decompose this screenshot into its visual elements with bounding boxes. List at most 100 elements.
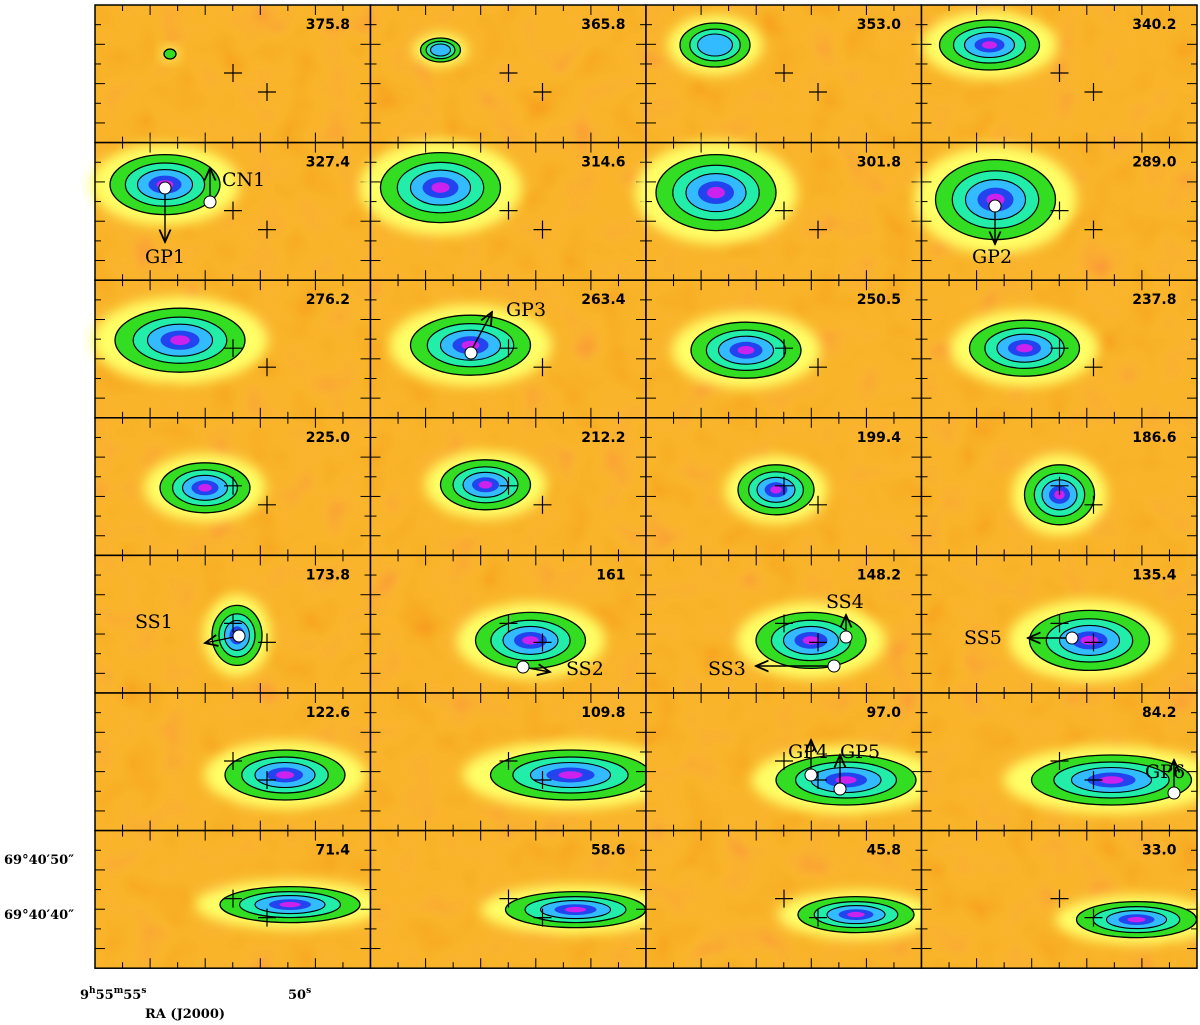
velocity-label: 135.4 bbox=[1132, 567, 1177, 583]
velocity-label: 263.4 bbox=[581, 292, 626, 308]
velocity-label: 84.2 bbox=[1142, 705, 1177, 721]
annotation-label: GP5 bbox=[840, 741, 880, 763]
annotation-label: GP2 bbox=[972, 246, 1012, 268]
channel-panel: 314.6 bbox=[359, 140, 647, 281]
velocity-label: 327.4 bbox=[306, 155, 351, 171]
velocity-label: 301.8 bbox=[857, 155, 901, 171]
velocity-label: 33.0 bbox=[1142, 843, 1177, 859]
x-tick-part: h bbox=[89, 986, 96, 996]
annotation-label: SS5 bbox=[964, 627, 1002, 649]
x-tick-label: 9h55m55s bbox=[80, 986, 146, 1003]
annotation-arrow bbox=[470, 312, 492, 352]
channel-panel: 327.4 bbox=[90, 141, 372, 281]
emission-contour bbox=[696, 33, 734, 57]
source-position bbox=[464, 346, 478, 360]
velocity-label: 250.5 bbox=[857, 292, 901, 308]
velocity-label: 173.8 bbox=[306, 567, 350, 583]
emission-contour bbox=[431, 182, 450, 193]
emission-contour bbox=[847, 911, 865, 918]
source-position bbox=[1167, 786, 1181, 800]
channel-panel: 237.8 bbox=[920, 279, 1198, 419]
channel-panel: 301.8 bbox=[635, 141, 923, 281]
velocity-label: 276.2 bbox=[306, 292, 350, 308]
source-position bbox=[203, 195, 217, 209]
source-position bbox=[516, 660, 530, 674]
emission-contour bbox=[279, 901, 301, 908]
channel-panel: 122.6 bbox=[94, 692, 372, 832]
annotation-label: SS3 bbox=[708, 658, 746, 680]
annotation-label: SS4 bbox=[826, 591, 864, 613]
annotation-label: GP4 bbox=[788, 741, 828, 763]
emission-contour bbox=[522, 636, 539, 645]
annotation-label: GP3 bbox=[506, 299, 546, 321]
channel-panel: 212.2 bbox=[369, 417, 647, 557]
emission-contour bbox=[770, 486, 782, 494]
channel-panel: 225.0 bbox=[94, 417, 372, 557]
emission-contour bbox=[163, 48, 177, 60]
x-tick-part: 9 bbox=[80, 988, 89, 1003]
velocity-label: 71.4 bbox=[315, 843, 350, 859]
channel-panel: 148.2 bbox=[645, 554, 923, 694]
y-tick-label: 69°40′50″ bbox=[4, 853, 74, 868]
velocity-label: 353.0 bbox=[857, 17, 902, 33]
channel-panel: 84.2 bbox=[920, 692, 1200, 832]
channel-panel: 263.4 bbox=[369, 279, 647, 419]
channel-panel: 276.2 bbox=[92, 279, 372, 419]
source-position bbox=[833, 782, 847, 796]
emission-contour bbox=[737, 346, 755, 355]
x-tick-part: 50 bbox=[288, 988, 306, 1003]
channel-panel: 250.5 bbox=[645, 279, 923, 419]
channel-panel: 71.4 bbox=[94, 829, 385, 969]
emission-contour bbox=[276, 771, 294, 779]
channel-panel: 58.6 bbox=[369, 829, 670, 969]
emission-contour bbox=[558, 771, 583, 779]
x-tick-part: s bbox=[306, 986, 311, 996]
velocity-label: 122.6 bbox=[306, 705, 350, 721]
x-tick-part: 55 bbox=[96, 988, 114, 1003]
velocity-label: 58.6 bbox=[591, 843, 626, 859]
velocity-label: 199.4 bbox=[857, 430, 902, 446]
channel-panel: 33.0 bbox=[920, 829, 1200, 969]
velocity-label: 45.8 bbox=[866, 843, 901, 859]
emission-contour bbox=[1127, 916, 1146, 923]
source-position bbox=[839, 630, 853, 644]
velocity-label: 365.8 bbox=[581, 17, 625, 33]
velocity-label: 289.0 bbox=[1132, 155, 1177, 171]
source-position bbox=[804, 768, 818, 782]
source-position bbox=[232, 629, 246, 643]
velocity-label: 375.8 bbox=[306, 17, 350, 33]
annotation-label: GP6 bbox=[1145, 761, 1185, 783]
source-position bbox=[827, 659, 841, 673]
annotation-label: GP1 bbox=[145, 246, 185, 268]
x-tick-part: 55 bbox=[123, 988, 141, 1003]
channel-panel: 353.0 bbox=[645, 4, 923, 144]
channel-panel: 109.8 bbox=[369, 692, 679, 832]
velocity-label: 97.0 bbox=[866, 705, 901, 721]
x-tick-label: 50s bbox=[288, 986, 311, 1003]
emission-contour bbox=[478, 481, 493, 489]
channel-panel: 289.0 bbox=[914, 141, 1198, 281]
x-axis-label: RA (J2000) bbox=[145, 1007, 225, 1022]
source-position bbox=[158, 181, 172, 195]
velocity-label: 237.8 bbox=[1132, 292, 1176, 308]
channel-panel: 135.4 bbox=[920, 554, 1198, 694]
annotation-label: CN1 bbox=[222, 169, 265, 191]
velocity-label: 161 bbox=[596, 567, 625, 583]
velocity-label: 340.2 bbox=[1132, 17, 1176, 33]
emission-contour bbox=[982, 41, 997, 49]
channel-panel: 45.8 bbox=[645, 829, 935, 969]
x-tick-part: m bbox=[114, 986, 124, 996]
emission-contour bbox=[1080, 635, 1099, 645]
channel-panel: 340.2 bbox=[920, 4, 1198, 144]
channel-panel: 161 bbox=[369, 554, 647, 694]
y-tick-label: 69°40′40″ bbox=[4, 908, 74, 923]
channel-panel: 199.4 bbox=[645, 417, 923, 557]
annotation-label: SS2 bbox=[566, 658, 604, 680]
velocity-label: 148.2 bbox=[857, 567, 901, 583]
emission-contour bbox=[429, 43, 452, 57]
velocity-label: 212.2 bbox=[581, 430, 625, 446]
emission-contour bbox=[802, 636, 820, 645]
emission-contour bbox=[198, 484, 212, 492]
emission-contour bbox=[835, 776, 857, 784]
